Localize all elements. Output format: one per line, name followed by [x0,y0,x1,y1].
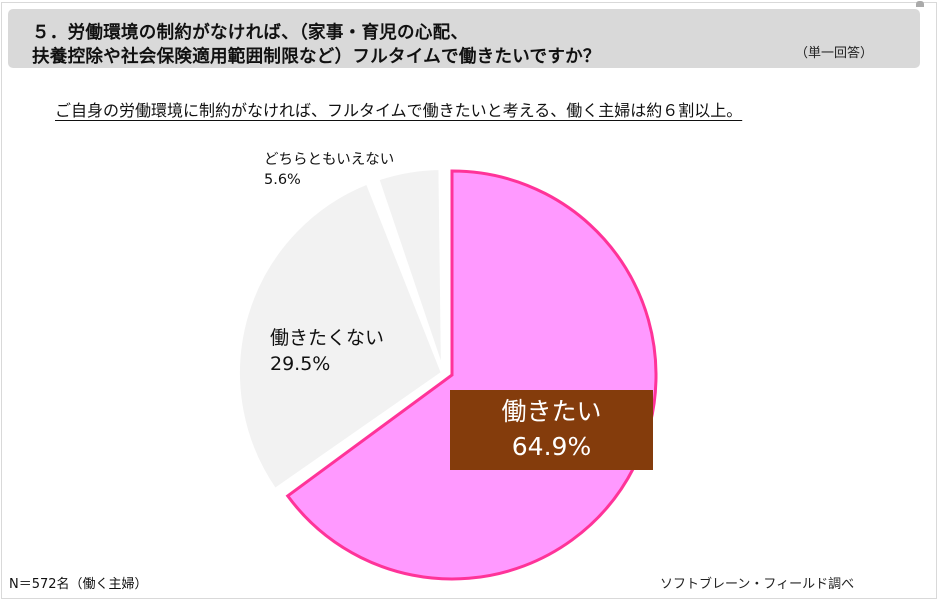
summary-subtitle: ご自身の労働環境に制約がなければ、フルタイムで働きたいと考える、働く主婦は約６割… [55,101,743,120]
corner-handle-icon [916,1,924,7]
question-header: ５．労働環境の制約がなければ、（家事・育児の心配、 扶養控除や社会保険適用範囲制… [8,9,920,68]
label-neutral: どちらともいえない 5.6% [264,150,394,190]
label-no-pct: 29.5% [270,353,331,375]
label-yes-name: 働きたい [501,397,602,426]
answer-type-note: （単一回答） [795,46,874,61]
label-neutral-name: どちらともいえない [264,152,395,168]
label-no: 働きたくない 29.5% [270,325,384,377]
label-yes: 働きたい 64.9% [450,390,653,470]
label-yes-pct: 64.9% [511,432,592,461]
sample-size: N＝572名（働く主婦） [9,577,148,592]
source-credit: ソフトブレーン・フィールド調べ [660,577,855,592]
question-title-line2: 扶養控除や社会保険適用範囲制限など）フルタイムで働きたいですか？ [32,47,601,67]
label-no-name: 働きたくない [270,327,385,349]
label-neutral-pct: 5.6% [264,172,301,188]
question-title: ５．労働環境の制約がなければ、（家事・育児の心配、 扶養控除や社会保険適用範囲制… [32,21,812,69]
pie-slice-no [236,179,446,494]
pie-slice-neutral [374,165,445,374]
question-title-line1: ５．労働環境の制約がなければ、（家事・育児の心配、 [32,23,469,43]
